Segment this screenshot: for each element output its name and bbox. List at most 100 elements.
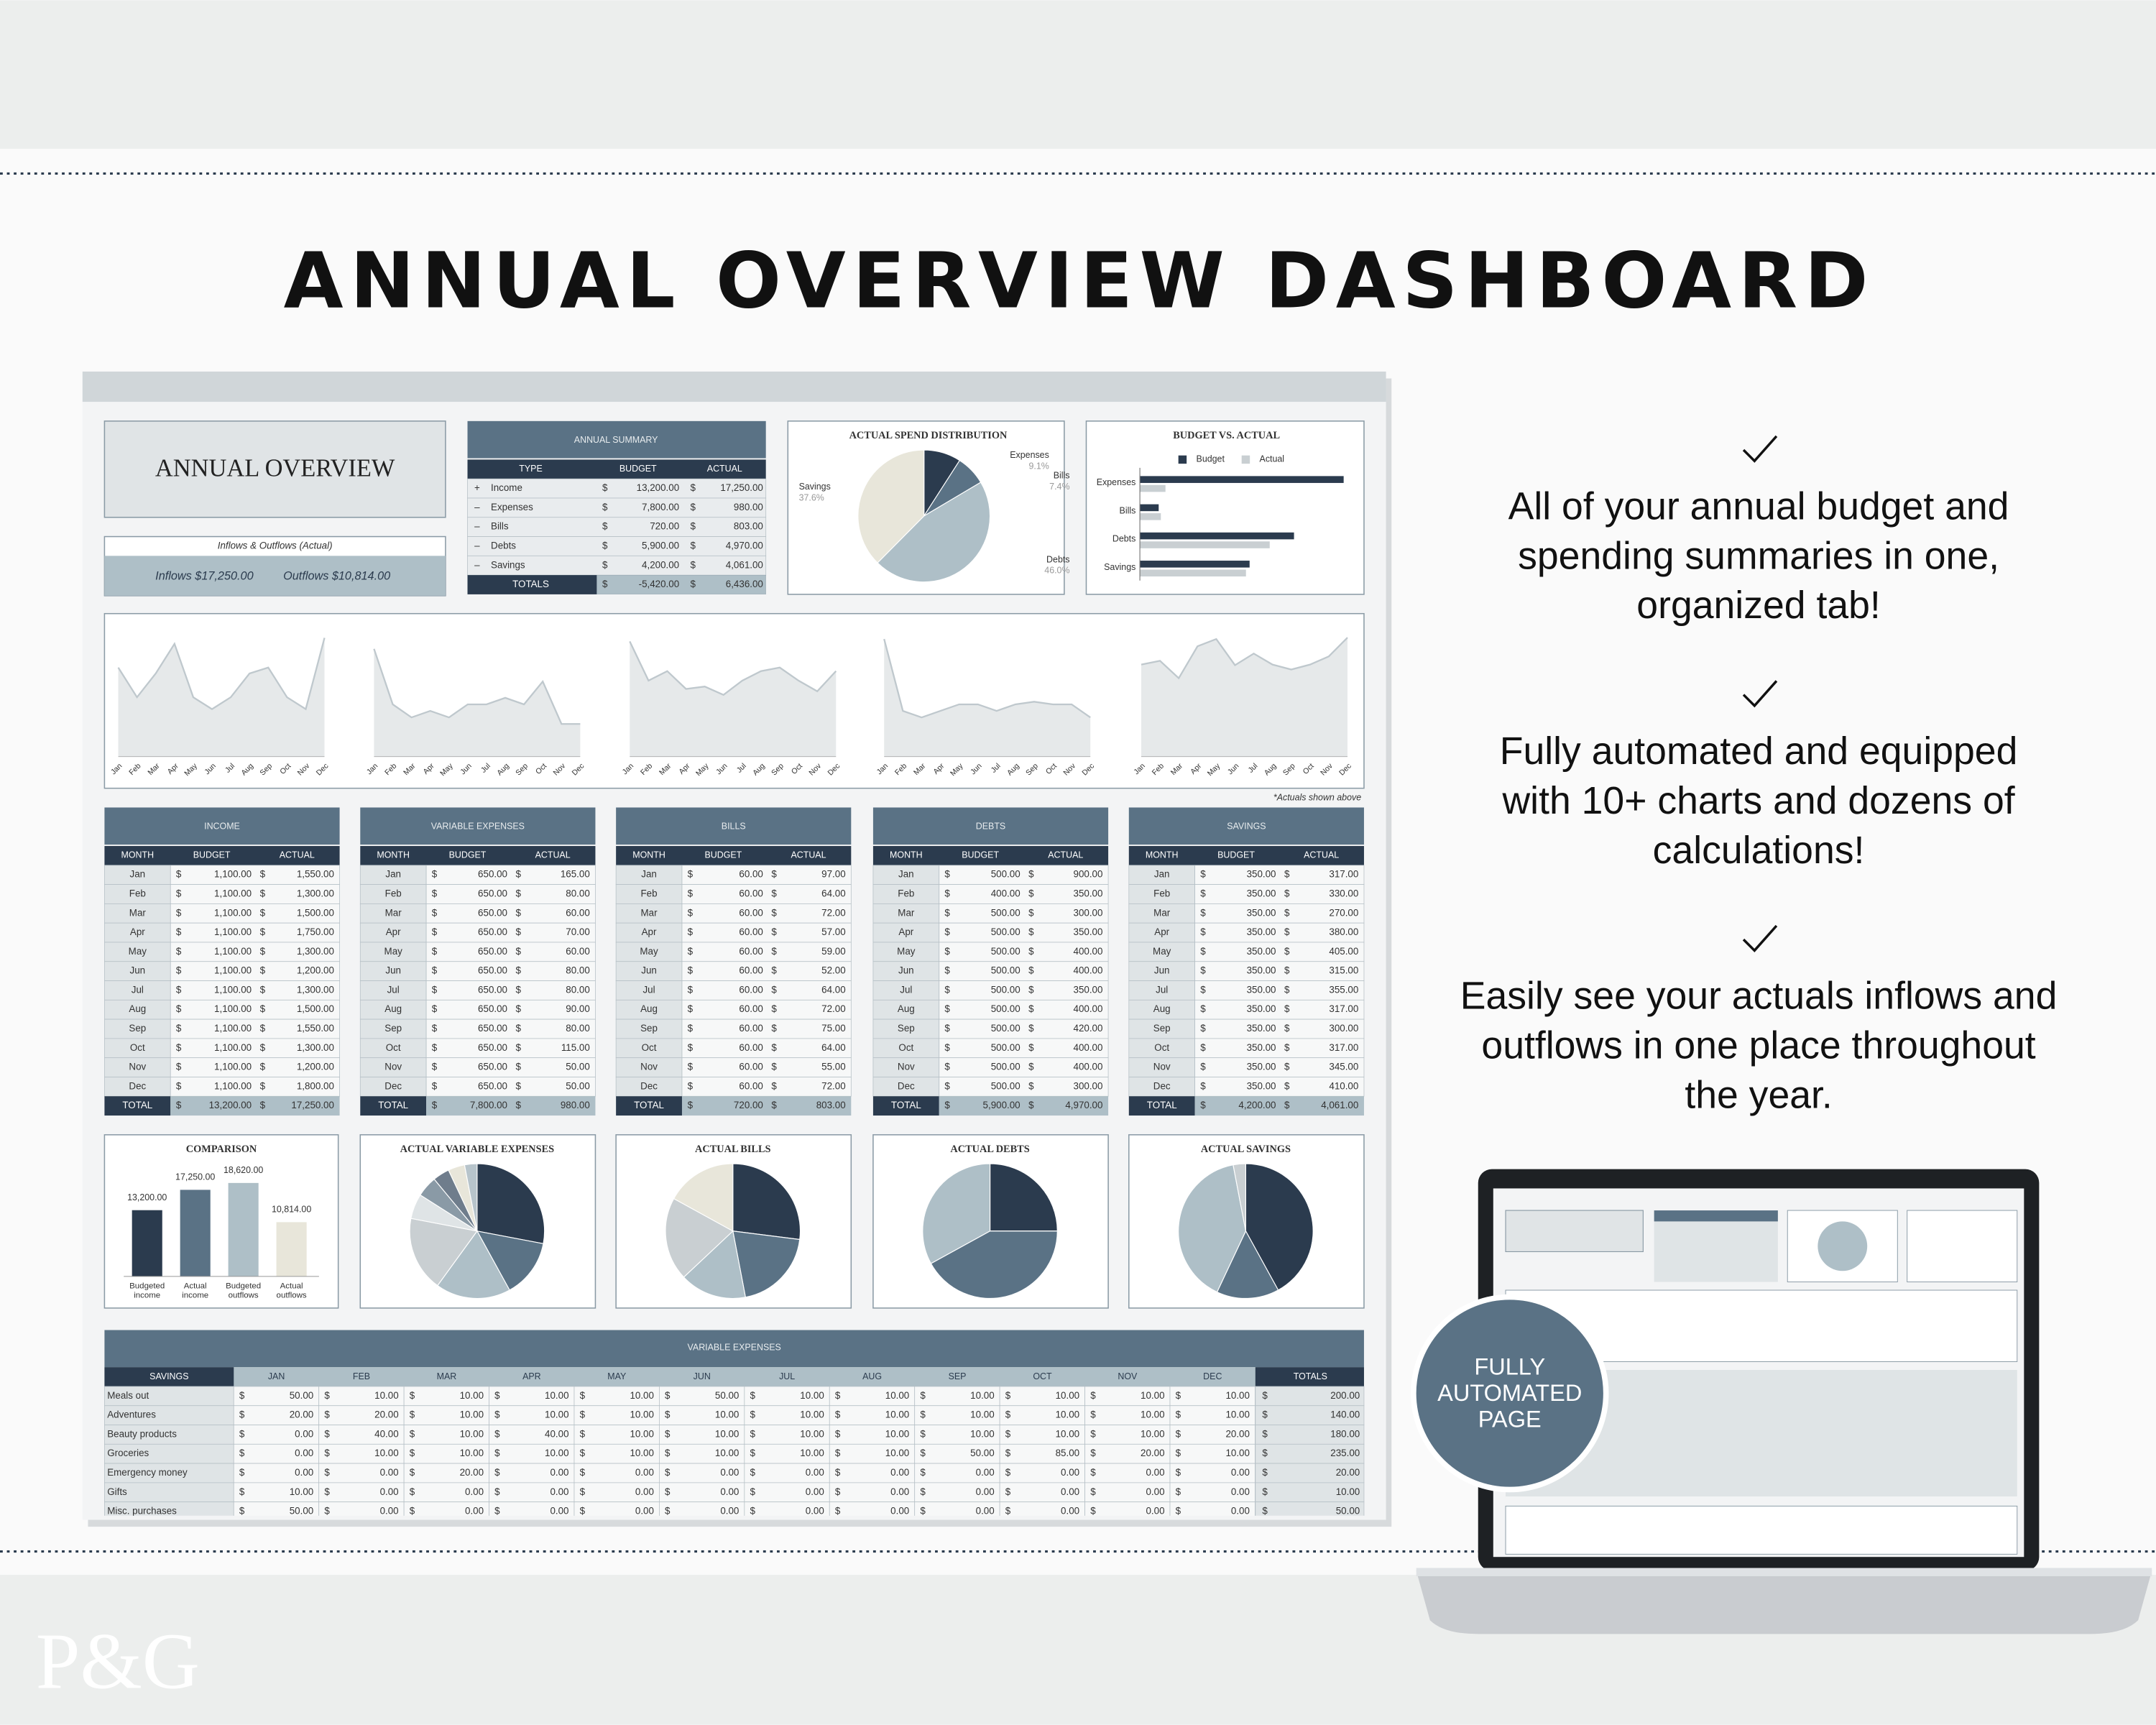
currency: $ <box>1200 1062 1206 1072</box>
value-cell <box>681 942 852 962</box>
value-cell <box>829 1443 916 1464</box>
currency: $ <box>771 1003 777 1014</box>
currency: $ <box>835 1390 841 1401</box>
month-label: Mar <box>1153 907 1171 918</box>
budget-cell: 650.00 <box>478 1042 507 1053</box>
currency: $ <box>1262 1467 1268 1478</box>
pie-slice <box>857 449 925 564</box>
currency: $ <box>580 1506 586 1517</box>
value-cell <box>318 1463 405 1484</box>
month-cell <box>872 1057 940 1077</box>
value-cell <box>999 1425 1085 1445</box>
column-header: ACTUAL <box>1048 850 1083 860</box>
value-cell <box>939 922 1109 943</box>
value-cell <box>681 1057 852 1077</box>
value: 10.00 <box>1056 1409 1079 1420</box>
currency: $ <box>410 1506 415 1517</box>
variable-expenses-table: VARIABLE EXPENSES SAVINGS JAN FEB MAR APR MAY J… <box>104 1330 1365 1517</box>
currency: $ <box>750 1467 755 1478</box>
currency: $ <box>1262 1428 1268 1439</box>
actual-cell: 410.00 <box>1329 1080 1358 1091</box>
month-label: Feb <box>385 888 402 899</box>
budget-cell: 650.00 <box>478 1003 507 1014</box>
currency: $ <box>1028 984 1034 995</box>
budget-cell: 60.00 <box>739 926 763 937</box>
budget-cell: 500.00 <box>991 926 1021 937</box>
month-label: Aug <box>1153 1003 1171 1014</box>
month-label: Dec <box>129 1080 146 1091</box>
budget-cell: 1,100.00 <box>214 1080 252 1091</box>
currency: $ <box>432 946 438 957</box>
currency: $ <box>1028 965 1034 976</box>
pie-slice <box>464 1163 478 1231</box>
total-budget: 5,900.00 <box>983 1100 1021 1110</box>
column-header: MONTH <box>121 850 155 860</box>
value: 10.00 <box>374 1448 398 1458</box>
bar <box>132 1210 162 1276</box>
month-label: Jul <box>1156 984 1168 995</box>
value: 10.00 <box>1225 1448 1249 1458</box>
row-label-cell <box>104 1405 234 1425</box>
month-label: Mar <box>641 907 658 918</box>
currency: $ <box>1028 869 1034 880</box>
value-cell <box>403 1482 489 1503</box>
actual-cell: 330.00 <box>1329 888 1358 899</box>
actual-cell: 90.00 <box>566 1003 589 1014</box>
budget-cell: 650.00 <box>478 869 507 880</box>
actual-cell: 80.00 <box>566 888 589 899</box>
column-header: AUG <box>862 1371 882 1381</box>
actual-cell: 900.00 <box>1074 869 1103 880</box>
month-cell <box>872 922 940 943</box>
budget-cell: 500.00 <box>991 1003 1021 1014</box>
row-actual: 4,970.00 <box>726 540 763 551</box>
month-label: Oct <box>898 1042 913 1053</box>
row-budget: 720.00 <box>650 521 679 532</box>
actual-cell: 1,800.00 <box>297 1080 334 1091</box>
value: 10.00 <box>1141 1428 1164 1439</box>
pie-slice <box>476 1163 545 1244</box>
total-actual: 4,061.00 <box>1321 1100 1358 1110</box>
actual-cell: 345.00 <box>1329 1062 1358 1072</box>
value-cell <box>318 1386 405 1407</box>
laptop-base <box>1416 1570 2152 1634</box>
table-header-dark <box>1255 1367 1364 1386</box>
value-cell <box>318 1405 405 1425</box>
month-label: Oct <box>130 1042 145 1053</box>
currency: $ <box>1028 1042 1034 1053</box>
value-cell <box>829 1463 916 1484</box>
chart-title: ACTUAL SPEND DISTRIBUTION <box>849 430 1008 441</box>
currency: $ <box>1284 1080 1290 1091</box>
value: 20.00 <box>290 1409 313 1420</box>
value: 0.00 <box>1146 1506 1164 1517</box>
bar <box>180 1190 211 1276</box>
currency: $ <box>410 1467 415 1478</box>
row-label: Meals out <box>107 1390 149 1401</box>
total-label: TOTAL <box>378 1100 408 1110</box>
value: 40.00 <box>374 1428 398 1439</box>
currency: $ <box>750 1486 755 1497</box>
feature-text: calculations! <box>1653 829 1865 872</box>
table-title-bar <box>872 807 1109 845</box>
currency: $ <box>690 482 696 493</box>
currency: $ <box>835 1506 841 1517</box>
currency: $ <box>324 1428 330 1439</box>
mini-block <box>1505 1505 2018 1555</box>
value-cell <box>1084 1425 1171 1445</box>
currency: $ <box>176 1080 182 1091</box>
currency: $ <box>665 1390 671 1401</box>
value: 0.00 <box>1231 1467 1250 1478</box>
column-header: MAY <box>607 1371 627 1381</box>
bar <box>1140 569 1246 577</box>
badge-text: FULLY <box>1474 1354 1545 1380</box>
month-label: Nov <box>898 1062 915 1072</box>
row-label: Adventures <box>107 1409 156 1420</box>
total-budget: 13,200.00 <box>209 1100 252 1110</box>
actual-cell: 60.00 <box>566 946 589 957</box>
month-cell <box>872 999 940 1020</box>
trend-area <box>1141 638 1348 757</box>
value: 10.00 <box>460 1428 484 1439</box>
actual-cell: 1,300.00 <box>297 888 334 899</box>
month-label: Dec <box>898 1080 915 1091</box>
currency: $ <box>920 1448 926 1458</box>
currency: $ <box>260 965 266 976</box>
